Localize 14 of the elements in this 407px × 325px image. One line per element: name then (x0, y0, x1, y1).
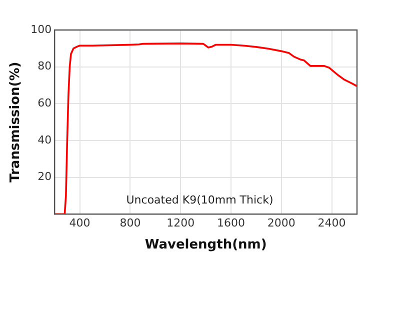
y-tick-label: 20 (38, 170, 52, 184)
x-tick-label: 1200 (166, 216, 195, 230)
y-tick-label: 100 (30, 22, 52, 36)
x-tick-label: 400 (69, 216, 90, 230)
x-tick-label: 2400 (318, 216, 346, 230)
annotation: Uncoated K9(10mm Thick) (126, 194, 274, 207)
x-tick-label: 1600 (217, 216, 245, 230)
y-tick-label: 80 (38, 60, 52, 73)
y-tick-label: 40 (38, 133, 52, 146)
x-axis-title: Wavelength(nm) (144, 238, 267, 253)
y-tick-label: 60 (38, 96, 52, 110)
y-axis-title: Transmission(%) (8, 62, 24, 182)
x-tick-label: 800 (120, 216, 141, 230)
x-tick-label: 2000 (267, 216, 296, 230)
